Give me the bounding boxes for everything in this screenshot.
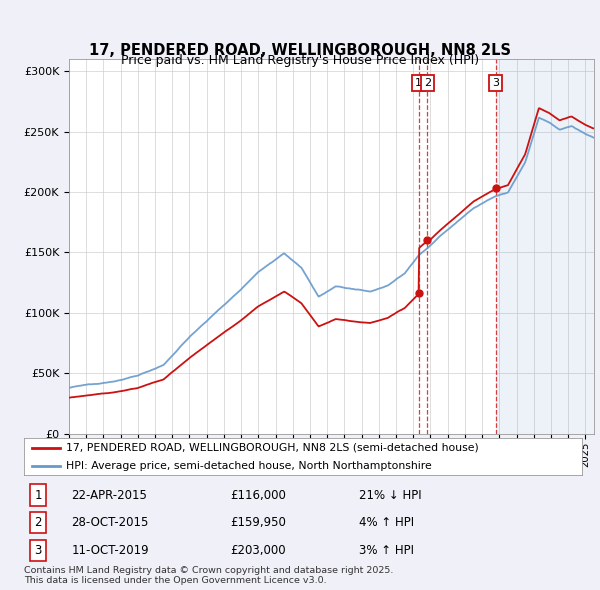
Text: 4% ↑ HPI: 4% ↑ HPI: [359, 516, 414, 529]
Text: 2: 2: [34, 516, 42, 529]
Text: 28-OCT-2015: 28-OCT-2015: [71, 516, 149, 529]
Text: 3: 3: [492, 78, 499, 88]
Text: HPI: Average price, semi-detached house, North Northamptonshire: HPI: Average price, semi-detached house,…: [66, 461, 431, 471]
Text: £159,950: £159,950: [230, 516, 286, 529]
Text: 17, PENDERED ROAD, WELLINGBOROUGH, NN8 2LS: 17, PENDERED ROAD, WELLINGBOROUGH, NN8 2…: [89, 42, 511, 58]
Text: 1: 1: [34, 489, 42, 502]
Text: 22-APR-2015: 22-APR-2015: [71, 489, 148, 502]
Text: 17, PENDERED ROAD, WELLINGBOROUGH, NN8 2LS (semi-detached house): 17, PENDERED ROAD, WELLINGBOROUGH, NN8 2…: [66, 442, 479, 453]
Text: 1: 1: [415, 78, 422, 88]
Text: £116,000: £116,000: [230, 489, 286, 502]
Text: 21% ↓ HPI: 21% ↓ HPI: [359, 489, 421, 502]
Text: 2: 2: [424, 78, 431, 88]
Text: Contains HM Land Registry data © Crown copyright and database right 2025.
This d: Contains HM Land Registry data © Crown c…: [24, 566, 394, 585]
Text: £203,000: £203,000: [230, 544, 286, 557]
Text: Price paid vs. HM Land Registry's House Price Index (HPI): Price paid vs. HM Land Registry's House …: [121, 54, 479, 67]
Text: 3% ↑ HPI: 3% ↑ HPI: [359, 544, 414, 557]
Text: 3: 3: [34, 544, 41, 557]
Bar: [496, 59, 594, 434]
Text: 11-OCT-2019: 11-OCT-2019: [71, 544, 149, 557]
